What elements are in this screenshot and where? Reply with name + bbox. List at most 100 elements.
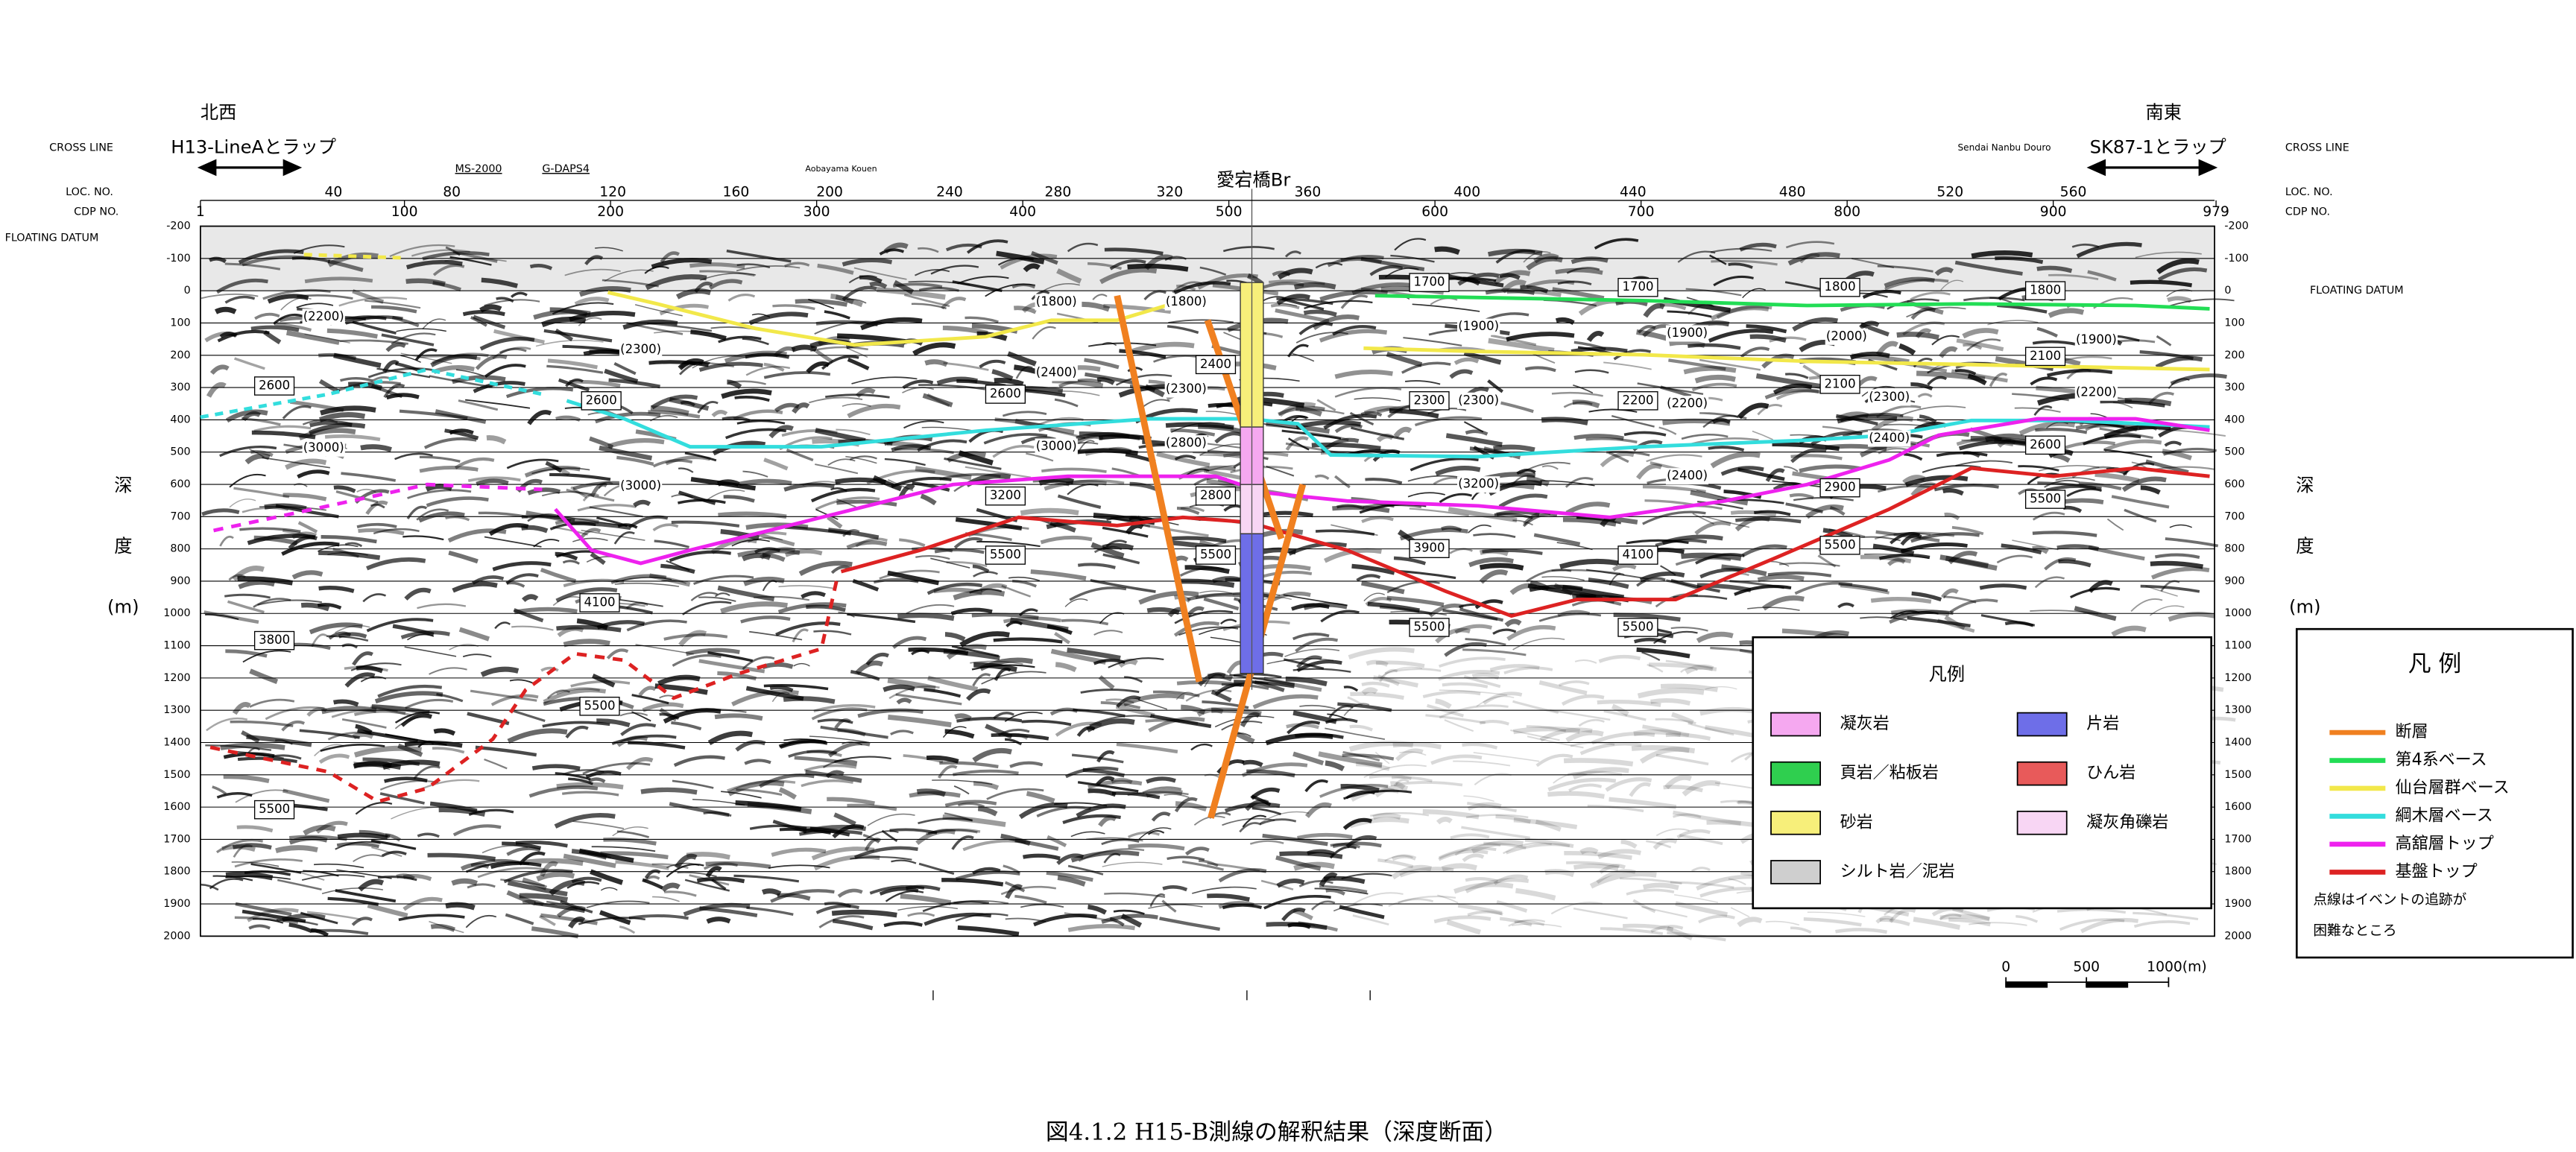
reflector bbox=[2111, 625, 2147, 637]
reflector bbox=[1474, 599, 1503, 610]
direction: 南東 bbox=[2146, 101, 2182, 123]
reflector bbox=[1435, 627, 1471, 644]
reflector bbox=[742, 656, 775, 670]
reflector bbox=[2045, 484, 2102, 492]
reflector bbox=[1101, 914, 1158, 924]
reflector bbox=[1093, 630, 1123, 636]
reflector bbox=[1538, 680, 1588, 695]
reflector bbox=[1851, 353, 1910, 364]
reflector bbox=[1260, 811, 1310, 823]
reflector bbox=[556, 782, 624, 790]
reflector bbox=[1259, 818, 1297, 826]
reflector bbox=[946, 644, 988, 660]
reflector bbox=[523, 858, 584, 867]
reflector bbox=[1351, 426, 1405, 440]
reflector bbox=[1414, 416, 1483, 427]
velocity-box bbox=[985, 545, 1026, 565]
reflector bbox=[1377, 858, 1414, 869]
reflector bbox=[1341, 873, 1392, 880]
reflector bbox=[1677, 250, 1716, 263]
reflector bbox=[731, 539, 770, 547]
velocity-label: 3800 bbox=[259, 633, 290, 647]
reflector bbox=[1890, 531, 1921, 545]
reflector bbox=[1304, 300, 1373, 309]
reflector bbox=[1011, 283, 1035, 289]
reflector bbox=[1036, 417, 1084, 427]
reflector bbox=[1479, 563, 1524, 571]
reflector bbox=[341, 718, 387, 729]
reflector bbox=[402, 873, 432, 882]
reflector bbox=[677, 871, 717, 878]
reflector bbox=[462, 309, 505, 317]
reflector bbox=[589, 436, 614, 449]
reflector bbox=[1217, 681, 1269, 694]
reflector bbox=[1735, 517, 1802, 524]
reflector bbox=[402, 896, 443, 911]
reflector bbox=[1041, 467, 1107, 473]
reflector bbox=[1439, 493, 1473, 504]
quaternary-base bbox=[1374, 294, 2210, 311]
reflector bbox=[1762, 595, 1805, 611]
reflector bbox=[1670, 881, 1734, 889]
reflector bbox=[1513, 817, 1578, 829]
reflector bbox=[1285, 436, 1309, 451]
reflector bbox=[1005, 738, 1023, 746]
reflector bbox=[1450, 833, 1490, 840]
reflector bbox=[247, 534, 316, 545]
reflector bbox=[1130, 341, 1195, 355]
reflector bbox=[1368, 774, 1412, 780]
reflector bbox=[426, 496, 489, 507]
reflector bbox=[1295, 637, 1339, 653]
reflector bbox=[1439, 846, 1497, 860]
reflector bbox=[1483, 691, 1523, 705]
line-name: 綱木層ベース bbox=[2396, 806, 2493, 825]
reflector bbox=[1314, 887, 1368, 895]
reflector bbox=[1739, 242, 1777, 252]
reflector bbox=[965, 316, 999, 323]
velocity-box bbox=[1819, 374, 1860, 394]
reflector bbox=[1541, 465, 1559, 470]
reflector bbox=[564, 268, 621, 276]
reflector bbox=[224, 295, 256, 304]
reflector bbox=[1737, 402, 1770, 420]
reflector bbox=[1784, 466, 1799, 472]
reflector bbox=[848, 275, 877, 284]
reflector bbox=[555, 415, 581, 422]
reflector bbox=[2083, 434, 2141, 446]
velocity-box bbox=[985, 486, 1026, 506]
reflector bbox=[2058, 559, 2092, 568]
reflector bbox=[335, 624, 370, 633]
reflector bbox=[321, 706, 377, 715]
reflector bbox=[1699, 706, 1758, 716]
reflector bbox=[577, 504, 637, 512]
velocity-bg bbox=[619, 478, 663, 495]
reflector bbox=[460, 862, 490, 871]
depth-tick-label: 300 bbox=[170, 382, 190, 393]
reflector bbox=[1702, 515, 1750, 528]
reflector bbox=[1361, 580, 1405, 595]
reflector bbox=[1351, 563, 1395, 575]
reflector bbox=[1492, 628, 1517, 635]
reflector bbox=[1119, 349, 1167, 359]
reflector bbox=[2103, 424, 2171, 440]
reflector bbox=[1941, 588, 1959, 599]
reflector bbox=[884, 458, 926, 466]
reflector bbox=[973, 571, 998, 577]
reflector bbox=[1906, 306, 1966, 318]
bottom-ticks bbox=[932, 990, 1371, 1001]
reflector bbox=[771, 847, 827, 857]
reflector bbox=[1445, 433, 1503, 447]
reflector bbox=[438, 807, 486, 817]
reflector bbox=[1105, 698, 1134, 704]
reflector bbox=[1623, 431, 1667, 437]
reflector bbox=[912, 342, 956, 356]
reflector bbox=[299, 729, 360, 739]
reflector bbox=[712, 440, 766, 456]
reflector bbox=[1632, 899, 1656, 914]
reflector bbox=[1399, 751, 1427, 756]
reflector bbox=[1102, 553, 1140, 565]
depth-tick-label: 1200 bbox=[2224, 672, 2251, 684]
depth-tick-label: 1600 bbox=[2224, 801, 2251, 813]
arrow-head bbox=[2198, 159, 2218, 177]
reflector bbox=[1690, 437, 1759, 446]
